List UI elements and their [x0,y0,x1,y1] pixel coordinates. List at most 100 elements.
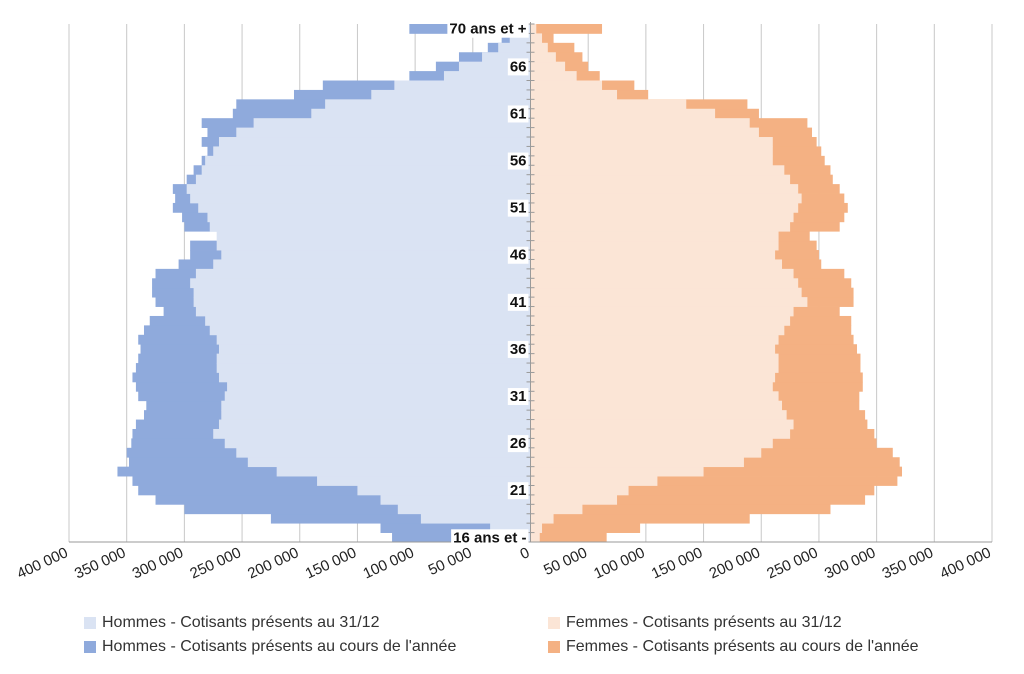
bar-right-series3-24 [530,306,794,317]
x-tick-label-16: 400 000 [937,544,993,582]
y-tick-label-bg-9 [507,105,529,123]
bar-left-series1-22 [209,325,531,336]
legend-swatch-hommes-31-12 [84,617,96,629]
bar-right-series3-51 [530,52,556,63]
bar-left-series1-30 [221,250,531,260]
bar-right-series3-27 [530,278,799,289]
y-tick-label-4: 36 [510,341,527,358]
bar-left-series1-53 [509,33,531,44]
legend-swatch-femmes-31-12 [548,617,560,629]
bar-right-series3-38 [530,174,791,185]
x-tick-label-9: 50 000 [541,544,590,579]
bar-right-series3-0 [530,532,540,543]
bar-right-series3-54 [530,24,537,34]
bar-left-series0-3 [184,504,531,515]
x-tick-label-8: 0 [517,544,532,563]
x-tick-label-12: 200 000 [707,544,763,582]
bar-right-series2-4 [530,494,866,505]
bar-right-series3-11 [530,428,791,439]
y-tick-label-7: 51 [510,200,527,217]
bar-right-series3-40 [530,155,773,166]
legend-swatch-hommes-annee [84,641,96,653]
bar-right-series3-14 [530,400,783,411]
legend-item-hommes-annee: Hommes - Cotisants présents au cours de … [84,638,548,656]
bar-right-series3-22 [530,325,785,336]
bar-right-series3-28 [530,268,794,279]
bar-left-series1-32 [216,231,531,242]
bar-left-series1-45 [311,108,531,119]
bar-right-series2-51 [530,52,583,63]
y-tick-label-bg-4 [507,340,529,358]
bar-left-series1-39 [201,165,531,176]
bar-right-series2-54 [530,24,603,34]
bar-right-series3-35 [530,202,799,213]
y-tick-label-0: 16 ans et - [453,529,526,546]
y-tick-label-10: 66 [510,58,527,75]
bar-right-series3-9 [530,447,762,458]
bar-right-series3-31 [530,240,779,251]
bar-right-series3-29 [530,259,783,270]
y-tick-label-6: 46 [510,247,527,264]
bar-right-series2-52 [530,42,575,53]
bar-left-series1-9 [236,447,531,458]
bar-right-series3-48 [530,80,603,91]
bar-right-series3-21 [530,334,779,345]
bar-left-series1-52 [498,42,531,53]
bar-left-series1-40 [205,155,531,166]
bar-right-series3-18 [530,363,779,373]
bar-left-series0-2 [270,513,531,524]
bar-left-series1-35 [198,202,531,213]
bar-right-series2-2 [530,513,750,524]
bar-left-series1-13 [221,410,531,420]
legend-label-femmes-annee: Femmes - Cotisants présents au cours de … [566,638,919,655]
y-tick-label-bg-1 [507,482,529,500]
bar-right-series3-49 [530,71,577,81]
legend-label-femmes-31-12: Femmes - Cotisants présents au 31/12 [566,614,842,631]
legend-item-femmes-31-12: Femmes - Cotisants présents au 31/12 [548,614,968,632]
y-tick-label-2: 26 [510,435,527,452]
bar-left-series1-20 [218,344,531,355]
y-tick-label-bg-6 [507,246,529,264]
y-tick-label-bg-0 [451,529,529,547]
bar-left-series1-7 [276,466,531,477]
bar-right-series3-44 [530,118,750,128]
bar-right-series2-6 [530,476,898,486]
y-tick-label-bg-3 [507,388,529,406]
y-tick-labels: 16 ans et - 21 26 31 36 41 46 51 56 61 66 70 ans et… [447,20,529,547]
bar-left-series1-1 [490,523,531,533]
bar-right-series2-0 [530,532,607,543]
bar-left-series1-25 [193,297,531,307]
y-tick-label-bg-7 [507,199,529,217]
bar-left-series1-3 [397,504,531,515]
bar-left-series1-36 [190,193,531,204]
x-tick-label-11: 150 000 [649,544,705,582]
y-tick-label-9: 61 [510,105,527,122]
y-tick-label-5: 41 [510,294,527,311]
bar-right-series3-13 [530,410,787,420]
bar-right-series3-17 [530,372,776,383]
bar-right-series3-20 [530,344,776,355]
bar-right-series3-23 [530,315,791,326]
bar-right-series3-19 [530,353,779,364]
bar-right-series3-7 [530,466,704,477]
x-tick-label-6: 100 000 [360,544,416,582]
bar-right-series3-36 [530,193,802,204]
bar-left-series1-2 [420,513,531,524]
y-tick-label-bg-2 [507,435,529,453]
bar-left-series1-51 [482,52,531,63]
bar-left-series1-15 [224,391,531,402]
bar-left-series1-23 [205,315,531,326]
y-tick-label-3: 31 [510,388,527,405]
y-tick-label-11: 70 ans et + [449,21,526,38]
bar-left-series0-4 [155,494,531,505]
bar-left-series1-12 [218,419,531,430]
legend-label-hommes-31-12: Hommes - Cotisants présents au 31/12 [102,614,380,631]
bar-left-series1-48 [394,80,531,91]
bar-right-series3-16 [530,381,773,392]
bar-left-series1-27 [190,278,531,289]
bar-right-series3-25 [530,297,808,307]
legend-item-femmes-annee: Femmes - Cotisants présents au cours de … [548,638,968,656]
bar-right-series3-8 [530,457,744,468]
bar-right-series2-5 [530,485,875,496]
